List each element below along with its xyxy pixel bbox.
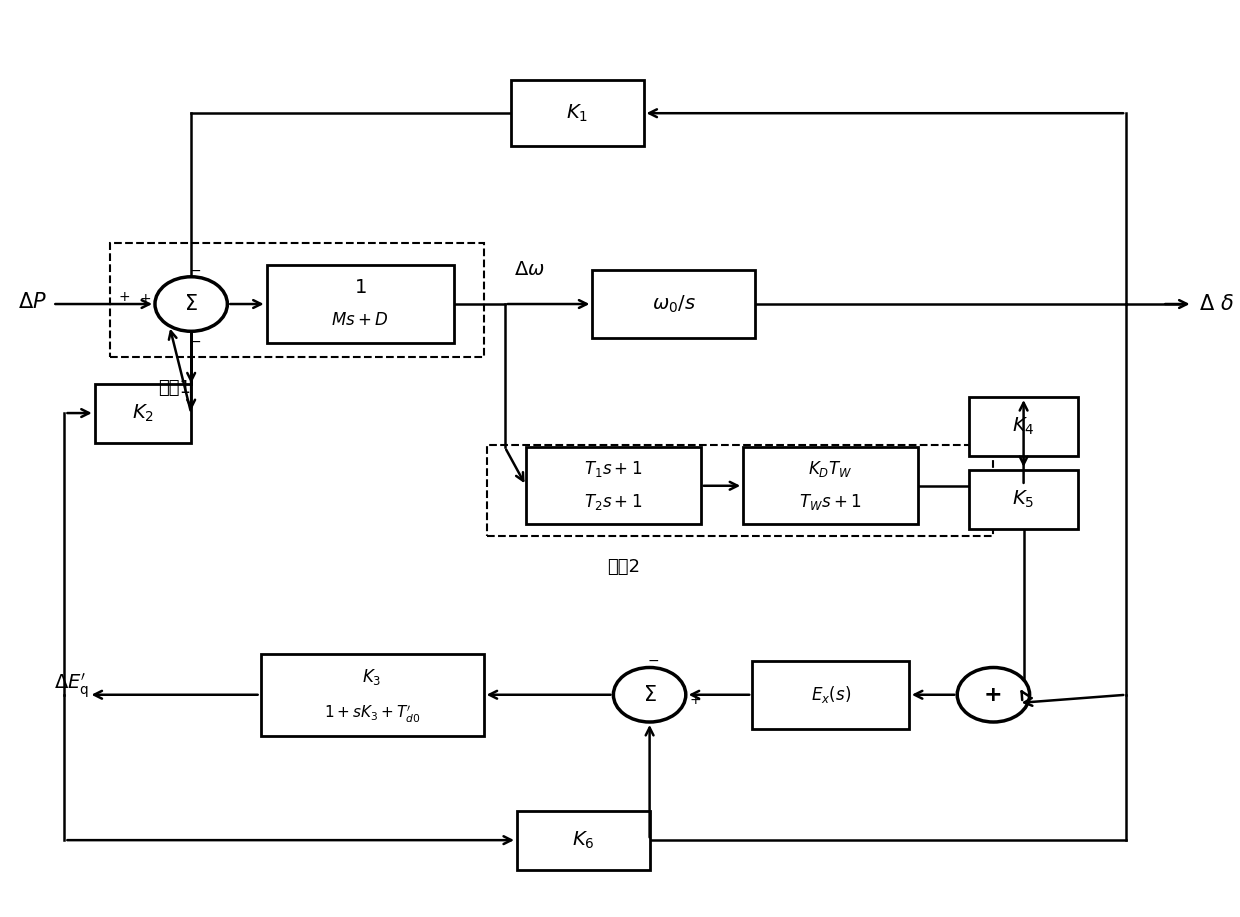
Text: $\Delta E_{\rm q}^{\prime}$: $\Delta E_{\rm q}^{\prime}$	[53, 671, 88, 700]
Text: $1$: $1$	[353, 278, 366, 297]
Text: $K_5$: $K_5$	[1012, 489, 1034, 510]
Text: $\Delta\ \delta$: $\Delta\ \delta$	[1199, 294, 1234, 314]
Text: $1 + sK_3 + T_{d0}^{\prime}$: $1 + sK_3 + T_{d0}^{\prime}$	[324, 704, 420, 725]
Text: $T_2s + 1$: $T_2s + 1$	[584, 492, 642, 512]
Bar	[487, 445, 993, 536]
Bar	[593, 270, 755, 338]
Text: 方框2: 方框2	[608, 558, 640, 577]
Text: 方框1: 方框1	[159, 380, 191, 397]
Bar	[970, 397, 1078, 457]
Text: $\Sigma$: $\Sigma$	[642, 685, 656, 705]
Text: +: +	[985, 685, 1003, 705]
Text: $-$: $-$	[188, 334, 201, 348]
Circle shape	[957, 668, 1029, 722]
Bar	[526, 447, 701, 525]
Text: $T_W s + 1$: $T_W s + 1$	[800, 492, 862, 512]
Bar	[260, 654, 484, 735]
Bar	[94, 383, 191, 443]
Text: $-$: $-$	[647, 653, 660, 668]
Circle shape	[155, 277, 227, 331]
Bar	[970, 470, 1078, 529]
Text: $K_3$: $K_3$	[362, 667, 382, 687]
Text: $K_6$: $K_6$	[572, 830, 594, 851]
Text: $K_2$: $K_2$	[131, 403, 154, 424]
Text: $-$: $-$	[188, 262, 201, 277]
Bar	[753, 660, 909, 729]
Text: +: +	[689, 693, 702, 707]
Text: $\Delta P$: $\Delta P$	[17, 293, 46, 312]
Text: $K_D T_W$: $K_D T_W$	[808, 459, 853, 480]
Text: $\Delta\omega$: $\Delta\omega$	[515, 260, 546, 279]
Text: $K_1$: $K_1$	[567, 103, 588, 124]
Text: $Ms + D$: $Ms + D$	[331, 312, 389, 329]
Bar	[743, 447, 918, 525]
Bar	[517, 811, 650, 869]
Text: $\omega_0 / s$: $\omega_0 / s$	[652, 293, 696, 315]
Text: $E_x(s)$: $E_x(s)$	[811, 684, 851, 705]
Bar	[267, 265, 454, 343]
Bar	[110, 243, 485, 357]
Text: $K_4$: $K_4$	[1012, 416, 1035, 437]
Text: $\Sigma$: $\Sigma$	[185, 294, 198, 314]
Text: +: +	[140, 292, 151, 305]
Bar	[511, 81, 644, 146]
Circle shape	[614, 668, 686, 722]
Text: $T_1s + 1$: $T_1s + 1$	[584, 459, 642, 480]
Text: +: +	[119, 290, 130, 304]
